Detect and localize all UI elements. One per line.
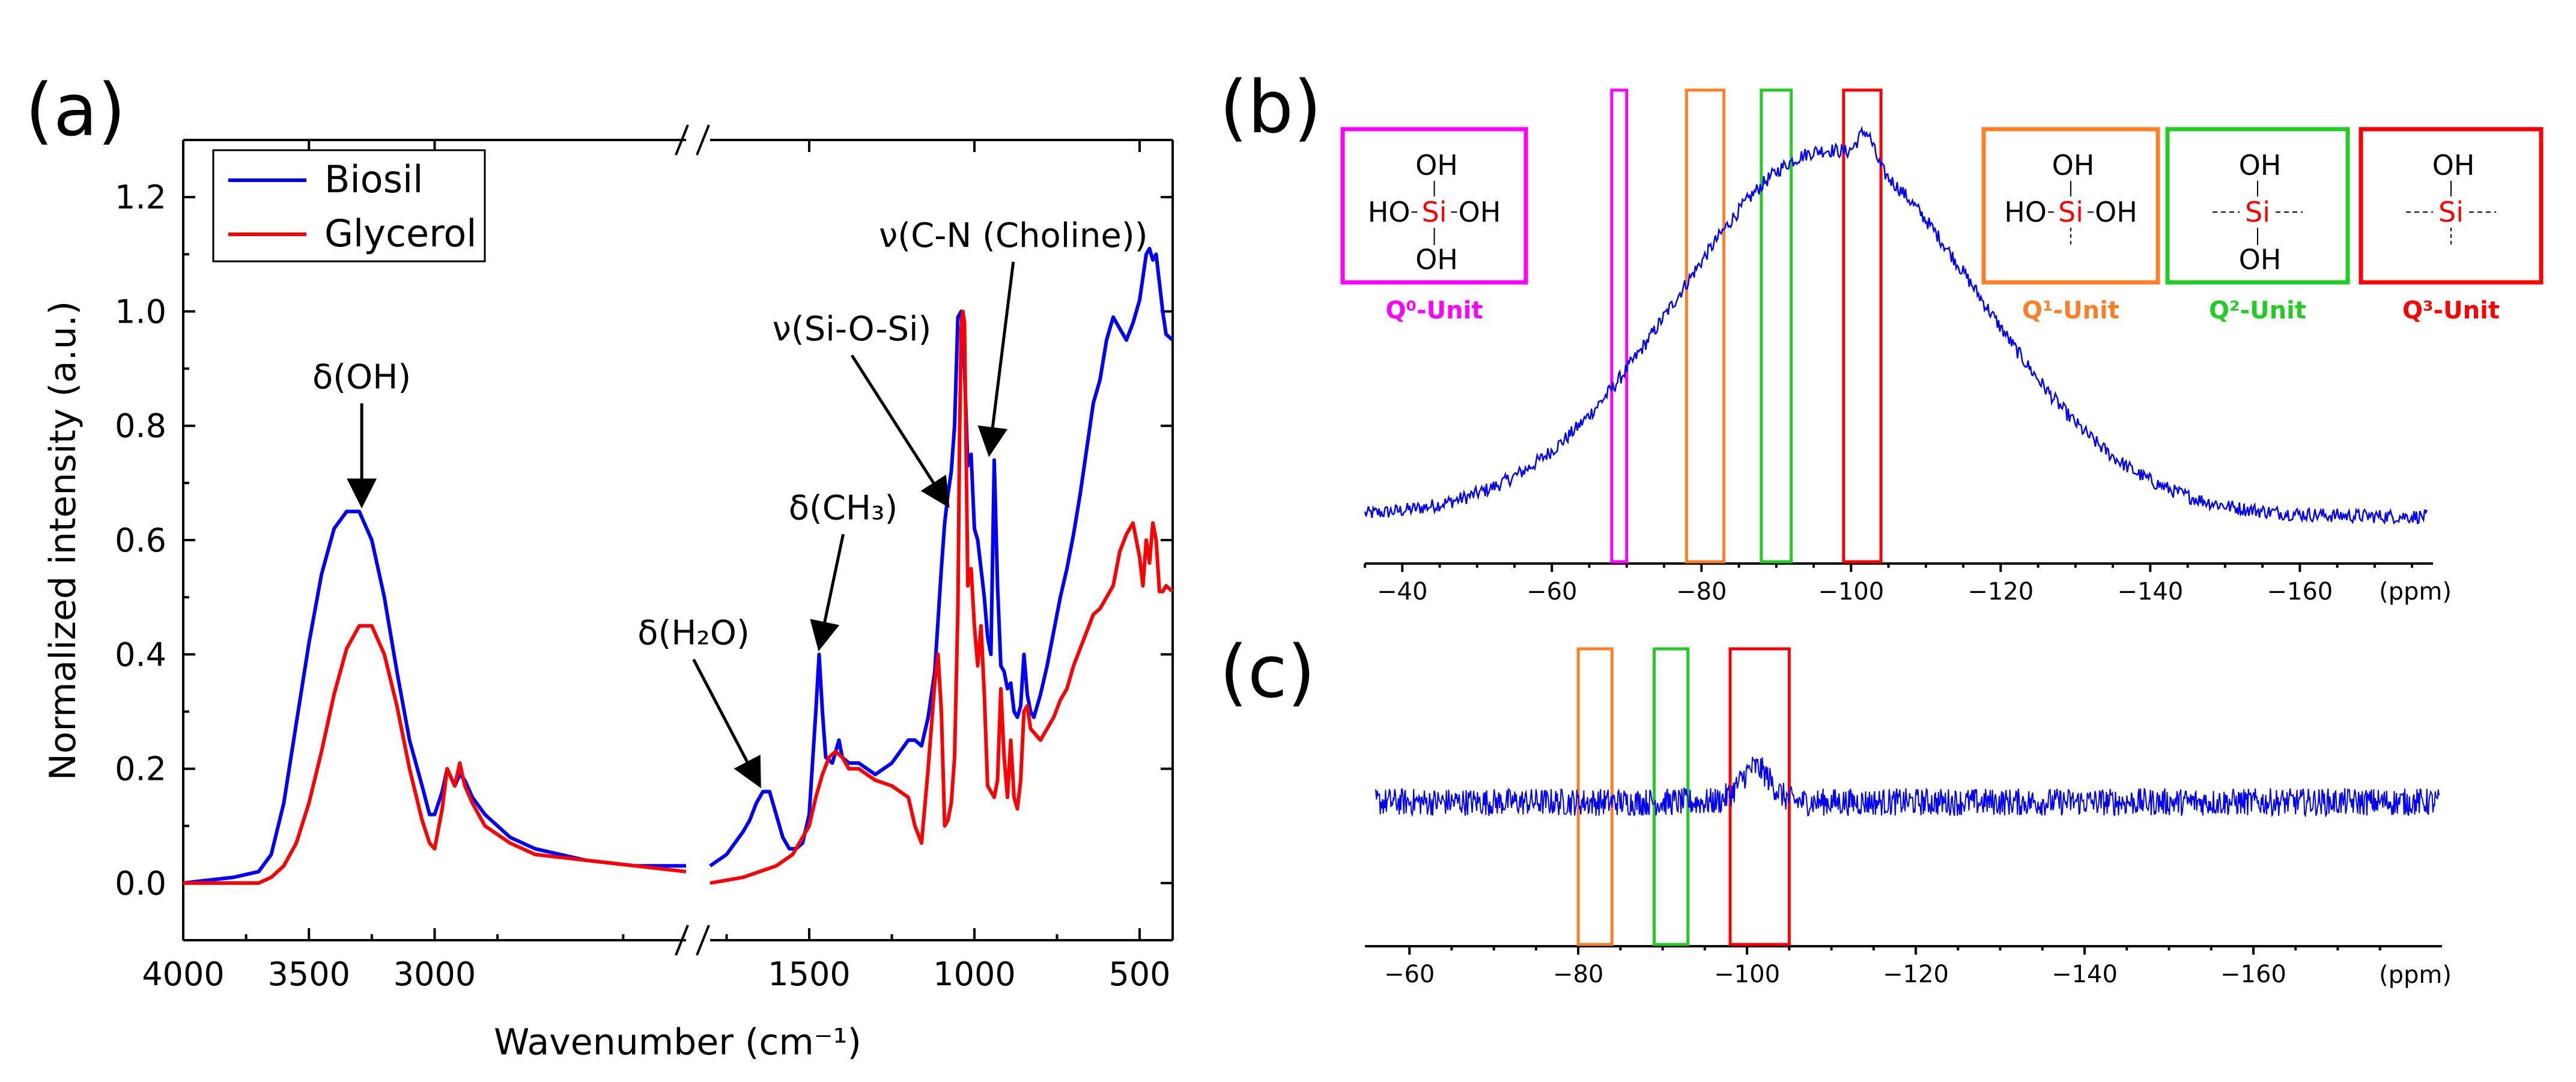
top-group: OH	[2239, 149, 2282, 181]
axis-break-mark	[696, 925, 710, 956]
x-tick-label: −160	[2220, 961, 2286, 988]
x-tick-label: −80	[1676, 578, 1727, 606]
x-tick-label: 3000	[393, 955, 476, 993]
panel-label-b: (b)	[1220, 66, 1322, 150]
unit-label: Q³-Unit	[2402, 297, 2500, 324]
unit-box	[2359, 127, 2544, 285]
unit-q3: Si OH Q³-Unit	[2359, 127, 2544, 324]
legend-label-glycerol: Glycerol	[324, 211, 476, 255]
series-glycerol-segment-1	[183, 624, 687, 885]
x-axis-title: Wavenumber (cm⁻¹)	[494, 1021, 861, 1063]
unit-box	[2165, 127, 2350, 285]
x-tick-label: −140	[2117, 578, 2183, 606]
top-group: OH	[1415, 149, 1458, 181]
series-biosil-segment-2	[709, 246, 1174, 868]
bottom-group: OH	[1415, 243, 1458, 276]
unit-box	[1340, 127, 1528, 285]
si-atom: Si	[1422, 196, 1447, 228]
x-axis-unit-c: (ppm)	[2379, 961, 2452, 989]
annotation-arrow	[977, 261, 1015, 457]
annotation-arrow	[810, 533, 845, 652]
si-atom: Si	[2245, 196, 2270, 228]
y-tick-label: 1.2	[115, 178, 166, 216]
region-q3	[1728, 647, 1791, 946]
x-tick-label: 1500	[768, 955, 850, 993]
unit-box	[1981, 127, 2160, 285]
region-q1	[1684, 88, 1726, 564]
region-q3	[1842, 88, 1883, 564]
annotation-label: ν(Si-O-Si)	[773, 309, 932, 348]
y-tick-label: 0.6	[115, 521, 166, 559]
top-group: OH	[2052, 149, 2095, 181]
unit-label: Q²-Unit	[2209, 297, 2306, 324]
nmr-chart-b: −40 −60 −80 −100 −120 −140 −160 (ppm)	[1364, 88, 2452, 606]
panel-label-c: (c)	[1220, 631, 1316, 714]
y-tick-label: 0.2	[115, 750, 166, 788]
legend-label-biosil: Biosil	[324, 157, 423, 201]
x-tick-label: 3500	[268, 955, 350, 993]
si-atom: Si	[2438, 196, 2464, 228]
series-glycerol-segment-2	[709, 309, 1174, 885]
annotation-label: δ(OH)	[312, 357, 411, 397]
axis-break-mark	[675, 124, 689, 156]
nmr-chart-c: −60 −80 −100 −120 −140 −160 (ppm)	[1365, 647, 2452, 989]
annotation-arrow	[692, 658, 761, 789]
region-q2	[1760, 88, 1793, 564]
series-spectrum-b	[1364, 126, 2428, 525]
x-tick-label: 4000	[142, 955, 224, 993]
annotation-arrow	[850, 354, 950, 508]
unit-label: Q⁰-Unit	[1386, 297, 1483, 324]
axis-break-mark	[696, 124, 710, 156]
right-group: OH	[1459, 196, 1501, 228]
left-group: HO	[2004, 196, 2047, 228]
bottom-group: OH	[2239, 243, 2282, 276]
x-tick-label: −60	[1384, 961, 1435, 988]
x-tick-label: −100	[1818, 578, 1884, 606]
x-tick-label: −120	[1967, 578, 2034, 606]
x-tick-label: −60	[1526, 578, 1577, 606]
y-tick-label: 1.0	[115, 293, 166, 330]
y-axis-title: Normalized intensity (a.u.)	[42, 301, 84, 780]
axis-break-mark	[675, 925, 689, 956]
unit-label: Q¹-Unit	[2022, 297, 2119, 324]
series-biosil-segment-1	[183, 509, 686, 885]
unit-q2: Si OH OH Q²-Unit	[2165, 127, 2350, 324]
annotation-label: δ(H₂O)	[637, 614, 750, 653]
annotation-label: δ(CH₃)	[789, 488, 898, 527]
top-group: OH	[2432, 149, 2475, 181]
y-tick-label: 0.8	[115, 407, 166, 445]
legend-box	[212, 149, 486, 263]
x-tick-label: −160	[2267, 578, 2333, 606]
x-axis-unit-b: (ppm)	[2379, 578, 2452, 606]
region-q0	[1610, 88, 1629, 564]
panel-label-a: (a)	[25, 69, 126, 153]
right-group: OH	[2095, 196, 2137, 228]
series-spectrum-c	[1375, 756, 2440, 818]
x-tick-label: −40	[1377, 578, 1427, 606]
x-tick-label: −140	[2052, 961, 2118, 988]
ftir-chart: 4000 3500 3000 1500 1000 500 0.0 0.2 0.4 0.6 0.8 1.…	[42, 124, 1174, 1063]
x-tick-label: −120	[1883, 961, 1949, 988]
x-tick-label: 500	[1108, 955, 1170, 993]
y-tick-label: 0.0	[115, 865, 166, 902]
x-tick-label: −100	[1714, 961, 1780, 988]
x-tick-label: 1000	[933, 955, 1015, 993]
annotation-label: ν(C-N (Choline))	[879, 216, 1148, 255]
y-tick-label: 0.4	[115, 636, 166, 673]
si-atom: Si	[2058, 196, 2083, 228]
x-tick-label: −80	[1553, 961, 1603, 988]
left-group: HO	[1368, 196, 1411, 228]
legend: Biosil Glycerol	[212, 149, 486, 263]
